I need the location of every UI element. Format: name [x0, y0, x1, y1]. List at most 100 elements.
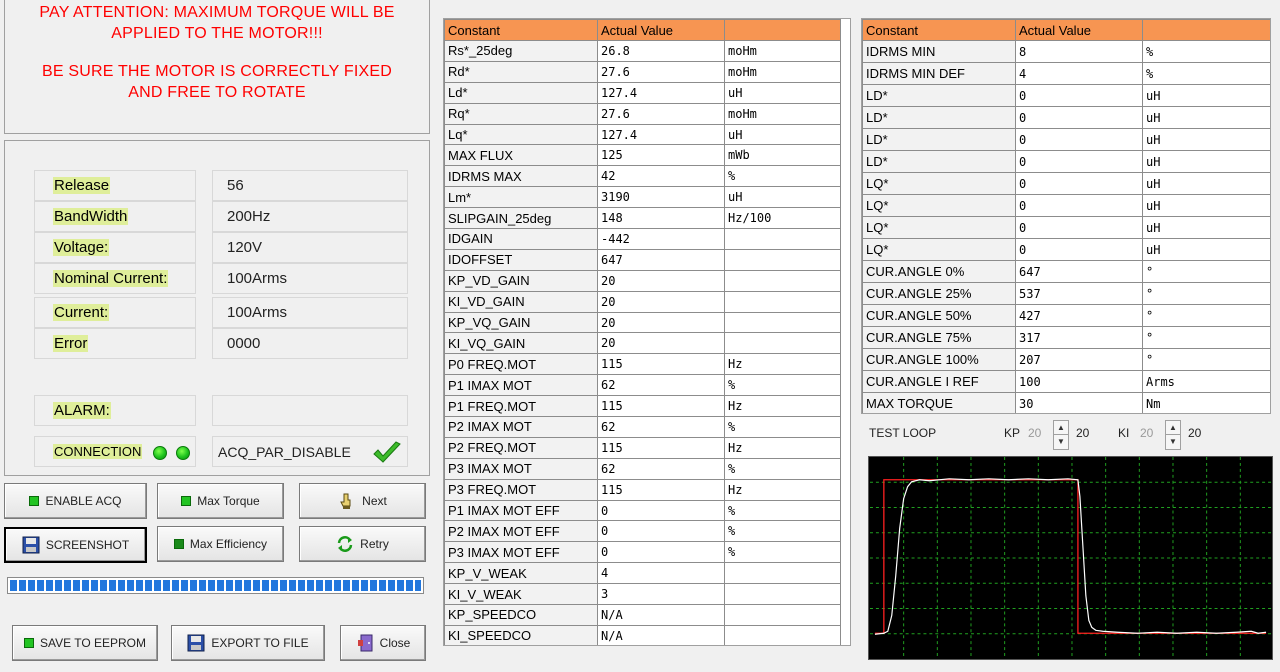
ki-input[interactable]: 20	[1140, 426, 1154, 440]
constant-name-cell: CUR.ANGLE 75%	[862, 326, 1016, 349]
actual-value-cell: 3190	[597, 186, 725, 209]
max-torque-button[interactable]: Max Torque	[157, 483, 284, 519]
table-row[interactable]: LD* 0 uH	[862, 84, 1270, 107]
enable-acq-button[interactable]: ENABLE ACQ	[4, 483, 147, 519]
table-row[interactable]: Ld* 127.4 uH	[444, 81, 841, 104]
current-value: 100Arms	[212, 297, 408, 328]
table-row[interactable]: IDGAIN -442	[444, 228, 841, 250]
left_table-header-cell	[724, 19, 841, 41]
table-row[interactable]: KP_V_WEAK 4	[444, 562, 841, 585]
constant-name-cell: IDGAIN	[444, 228, 598, 250]
actual-value-cell: 0	[1015, 150, 1143, 173]
table-row[interactable]: KP_VQ_GAIN 20	[444, 311, 841, 334]
actual-value-cell: 4	[597, 562, 725, 585]
table-row[interactable]: IDRMS MIN DEF 4%	[862, 62, 1270, 85]
unit-cell	[724, 624, 841, 645]
table-row[interactable]: P3 IMAX MOT 62%	[444, 457, 841, 480]
table-row[interactable]: IDOFFSET 647	[444, 248, 841, 271]
table-row[interactable]: CUR.ANGLE 25% 537 °	[862, 282, 1270, 305]
table-row[interactable]: KI_VD_GAIN 20	[444, 290, 841, 313]
right_table-header-cell	[1142, 19, 1270, 41]
unit-cell: %	[724, 416, 841, 438]
actual-value-cell: 0	[1015, 128, 1143, 151]
table-row[interactable]: CUR.ANGLE 0% 647 °	[862, 260, 1270, 283]
table-row[interactable]: LQ* 0 uH	[862, 216, 1270, 239]
constant-name-cell: Lq*	[444, 123, 598, 146]
table-row[interactable]: KP_SPEEDCO N/A	[444, 604, 841, 626]
kp-spinner[interactable]: ▲ ▼	[1053, 420, 1069, 450]
table-row[interactable]: IDRMS MIN 8%	[862, 40, 1270, 63]
max-efficiency-button[interactable]: Max Efficiency	[157, 526, 284, 562]
alarm-value	[212, 395, 408, 426]
unit-cell: Hz	[724, 353, 841, 376]
actual-value-cell: 4	[1015, 62, 1143, 85]
error-label: Error	[34, 328, 196, 359]
next-button[interactable]: Next	[299, 483, 426, 519]
actual-value-cell: 0	[1015, 84, 1143, 107]
spin-up-icon[interactable]: ▲	[1166, 421, 1180, 435]
export-to-file-button[interactable]: EXPORT TO FILE	[171, 625, 325, 661]
check-icon	[373, 441, 401, 463]
spin-up-icon[interactable]: ▲	[1054, 421, 1068, 435]
table-row[interactable]: CUR.ANGLE 50% 427 °	[862, 304, 1270, 327]
table-row[interactable]: LD* 0 uH	[862, 106, 1270, 129]
table-row[interactable]: P3 IMAX MOT EFF 0%	[444, 541, 841, 564]
table-row[interactable]: Rd* 27.6 moHm	[444, 60, 841, 83]
table-row[interactable]: KI_VQ_GAIN 20	[444, 332, 841, 355]
spin-down-icon[interactable]: ▼	[1169, 437, 1177, 446]
table-row[interactable]: KI_SPEEDCO N/A	[444, 624, 841, 645]
table-row[interactable]: MAX TORQUE 30 Nm	[862, 392, 1270, 413]
table-row[interactable]: P1 IMAX MOT EFF 0%	[444, 499, 841, 522]
table-row[interactable]: P3 FREQ.MOT 115 Hz	[444, 478, 841, 501]
table-row[interactable]: Lm* 3190 uH	[444, 186, 841, 209]
table-row[interactable]: LQ* 0 uH	[862, 194, 1270, 217]
table-row[interactable]: CUR.ANGLE I REF 100 Arms	[862, 370, 1270, 393]
table-row[interactable]: KI_V_WEAK 3	[444, 583, 841, 606]
constant-name-cell: LD*	[862, 106, 1016, 129]
unit-cell: %	[724, 374, 841, 397]
table-row[interactable]: CUR.ANGLE 75% 317 °	[862, 326, 1270, 349]
unit-cell: uH	[1142, 128, 1270, 151]
actual-value-cell: 42	[597, 165, 725, 188]
table-row[interactable]: LQ* 0 uH	[862, 172, 1270, 195]
unit-cell: °	[1142, 260, 1270, 283]
table-row[interactable]: Lq* 127.4 uH	[444, 123, 841, 146]
table-row[interactable]: SLIPGAIN_25deg 148 Hz/100	[444, 207, 841, 230]
table-row[interactable]: Rs*_25deg 26.8 moHm	[444, 40, 841, 62]
actual-value-cell: 62	[597, 416, 725, 438]
constant-name-cell: Lm*	[444, 186, 598, 209]
table-row[interactable]: LD* 0 uH	[862, 128, 1270, 151]
screenshot-button[interactable]: SCREENSHOT	[4, 527, 147, 563]
table-row[interactable]: Rq* 27.6 moHm	[444, 102, 841, 125]
table-row[interactable]: LD* 0 uH	[862, 150, 1270, 173]
actual-value-cell: 207	[1015, 348, 1143, 371]
kp-input[interactable]: 20	[1028, 426, 1042, 440]
constant-name-cell: Rq*	[444, 102, 598, 125]
constant-name-cell: LD*	[862, 128, 1016, 151]
bandwidth-value: 200Hz	[212, 201, 408, 232]
table-row[interactable]: P1 FREQ.MOT 115 Hz	[444, 395, 841, 418]
unit-cell	[724, 228, 841, 250]
ki-spinner[interactable]: ▲ ▼	[1165, 420, 1181, 450]
table-row[interactable]: P2 IMAX MOT EFF 0%	[444, 520, 841, 543]
save-to-eeprom-button[interactable]: SAVE TO EEPROM	[12, 625, 158, 661]
table-row[interactable]: P1 IMAX MOT 62%	[444, 374, 841, 397]
table-row[interactable]: IDRMS MAX 42%	[444, 165, 841, 188]
enable-acq-label: ENABLE ACQ	[45, 494, 122, 508]
table-row[interactable]: P0 FREQ.MOT 115 Hz	[444, 353, 841, 376]
constant-name-cell: LQ*	[862, 194, 1016, 217]
table-row[interactable]: MAX FLUX 125 mWb	[444, 144, 841, 167]
unit-cell: Hz	[724, 395, 841, 418]
close-button[interactable]: Close	[340, 625, 426, 661]
table-row[interactable]: P2 IMAX MOT 62%	[444, 416, 841, 438]
table-row[interactable]: P2 FREQ.MOT 115 Hz	[444, 436, 841, 459]
unit-cell: moHm	[724, 40, 841, 62]
spin-down-icon[interactable]: ▼	[1057, 437, 1065, 446]
table-row[interactable]: CUR.ANGLE 100% 207 °	[862, 348, 1270, 371]
table-row[interactable]: KP_VD_GAIN 20	[444, 269, 841, 292]
actual-value-cell: 647	[597, 248, 725, 271]
unit-cell: °	[1142, 326, 1270, 349]
table-row[interactable]: LQ* 0 uH	[862, 238, 1270, 261]
constant-name-cell: CUR.ANGLE 0%	[862, 260, 1016, 283]
retry-button[interactable]: Retry	[299, 526, 426, 562]
